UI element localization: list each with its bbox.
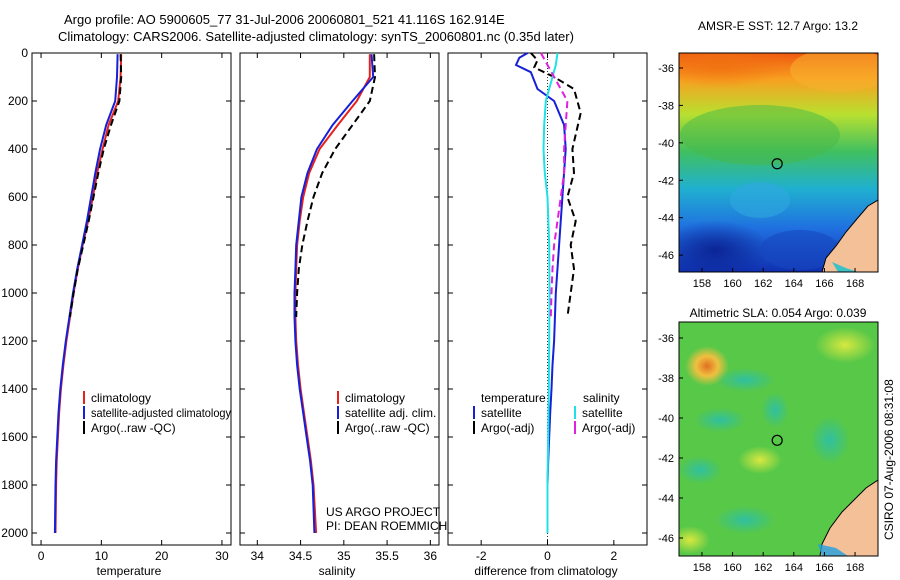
sst-profile-marker	[771, 158, 783, 170]
temperature-xlabel: temperature	[97, 564, 162, 578]
legend-label-climatology: climatology	[345, 391, 405, 405]
y-tick-label: 1400	[1, 382, 28, 396]
sla-map-frame	[678, 321, 879, 557]
series-line-argo-raw-qc	[295, 54, 376, 318]
legend-label-sal-argo: Argo(-adj)	[582, 421, 635, 435]
map-x-tick-label: 162	[754, 562, 772, 574]
map-y-tick-label: -36	[658, 63, 674, 75]
difference-xlabel: difference from climatology	[474, 564, 617, 578]
project-annotation-line-2: PI: DEAN ROEMMICH	[326, 519, 447, 533]
difference-legend: temperature salinity satellite Argo(-adj…	[473, 391, 635, 435]
header-line-1: Argo profile: AO 5900605_77 31-Jul-2006 …	[64, 12, 505, 27]
salinity-legend: climatology satellite adj. clim. Argo(..…	[326, 391, 447, 533]
y-tick-label: 600	[8, 190, 28, 204]
salinity-panel-frame	[239, 52, 440, 546]
sla-profile-marker	[771, 434, 783, 446]
series-line-satellite-adj-clim	[293, 54, 375, 534]
map-y-tick-label: -46	[658, 250, 674, 262]
temperature-panel-frame	[31, 52, 232, 546]
y-tick-label: 1000	[1, 286, 28, 300]
csiro-timestamp-label: CSIRO 07-Aug-2006 08:31:08	[882, 379, 896, 540]
salinity-xlabel: salinity	[319, 564, 356, 578]
land-mass	[819, 479, 878, 556]
sst-map-frame	[678, 52, 879, 273]
map-y-tick-label: -36	[658, 333, 674, 345]
map-x-tick-label: 160	[723, 278, 741, 290]
y-tick-label: 800	[8, 238, 28, 252]
sst-map-image	[679, 53, 878, 272]
temperature-plot: 0 10 20 30 0 200 400 600 800 1000 1200 1400 1600 1800…	[1, 46, 231, 563]
sla-map-ticks: 158 160 162 164 166 168 -36 -38 -40 -42 -44 -46	[658, 333, 864, 574]
x-tick-label: 34.5	[289, 549, 313, 563]
x-tick-label: 2	[610, 549, 617, 563]
x-tick-label: 35.5	[375, 549, 399, 563]
salinity-plot: 34 34.5 35 35.5 36	[240, 52, 439, 563]
y-tick-label: 200	[8, 94, 28, 108]
map-x-tick-label: 168	[846, 562, 864, 574]
x-tick-label: 10	[95, 549, 109, 563]
map-y-tick-label: -40	[658, 138, 674, 150]
legend-label-argo: Argo(..raw -QC)	[91, 421, 176, 435]
legend-label-climatology: climatology	[91, 391, 151, 405]
x-tick-label: 35	[337, 549, 351, 563]
sla-map-title: Altimetric SLA: 0.054 Argo: 0.039	[690, 306, 867, 320]
x-tick-label: 30	[215, 549, 229, 563]
x-tick-label: 20	[155, 549, 169, 563]
map-x-tick-label: 158	[693, 562, 711, 574]
y-tick-label: 400	[8, 142, 28, 156]
map-x-tick-label: 158	[693, 278, 711, 290]
temperature-legend: climatology satellite-adjusted climatolo…	[83, 391, 231, 435]
legend-label-argo: Argo(..raw -QC)	[345, 421, 430, 435]
sla-map-image	[679, 322, 878, 556]
map-y-tick-label: -40	[658, 413, 674, 425]
series-line-salinity-argo-adj	[540, 52, 569, 318]
legend-label-sal-satellite: satellite	[582, 406, 623, 420]
series-line-temperature-satellite	[515, 52, 567, 533]
x-tick-label: 34	[251, 549, 265, 563]
map-x-tick-label: 162	[754, 278, 772, 290]
map-y-tick-label: -44	[658, 493, 674, 505]
map-x-tick-label: 164	[785, 278, 803, 290]
y-tick-label: 1600	[1, 430, 28, 444]
map-y-tick-label: -42	[658, 175, 674, 187]
y-tick-label: 1800	[1, 478, 28, 492]
series-line-temperature-argo-adj	[530, 52, 582, 318]
x-tick-label: 0	[38, 549, 45, 563]
sst-map-ticks: 158 160 162 164 166 168 -36 -38 -40 -42 -44 -46	[658, 63, 864, 290]
map-y-tick-label: -44	[658, 213, 674, 225]
sst-map-title: AMSR-E SST: 12.7 Argo: 13.2	[698, 19, 858, 33]
map-x-tick-label: 164	[785, 562, 803, 574]
legend-label-temp-argo: Argo(-adj)	[481, 421, 534, 435]
difference-plot: -2 0 2	[448, 52, 647, 563]
map-x-tick-label: 168	[846, 278, 864, 290]
map-y-tick-label: -38	[658, 100, 674, 112]
map-x-tick-label: 166	[815, 562, 833, 574]
map-y-tick-label: -42	[658, 453, 674, 465]
x-tick-label: 36	[424, 549, 438, 563]
x-tick-label: -2	[476, 549, 487, 563]
land-mass	[821, 199, 878, 272]
y-tick-label: 1200	[1, 334, 28, 348]
map-x-tick-label: 166	[815, 278, 833, 290]
y-tick-label: 2000	[1, 526, 28, 540]
y-tick-label: 0	[21, 46, 28, 60]
map-y-tick-label: -46	[658, 533, 674, 545]
legend-label-satellite: satellite-adjusted climatology	[91, 406, 231, 420]
series-line-argo-raw-qc	[69, 54, 123, 318]
legend-title-temperature: temperature	[481, 391, 546, 405]
project-annotation-line-1: US ARGO PROJECT	[326, 505, 441, 519]
series-line-climatology	[54, 54, 123, 534]
legend-label-temp-satellite: satellite	[481, 406, 522, 420]
map-x-tick-label: 160	[723, 562, 741, 574]
series-line-salinity-satellite	[542, 52, 559, 533]
map-y-tick-label: -38	[658, 373, 674, 385]
legend-title-salinity: salinity	[583, 391, 620, 405]
legend-label-satellite: satellite adj. clim.	[345, 406, 436, 420]
header-line-2: Climatology: CARS2006. Satellite-adjuste…	[58, 29, 574, 44]
x-tick-label: 0	[544, 549, 551, 563]
